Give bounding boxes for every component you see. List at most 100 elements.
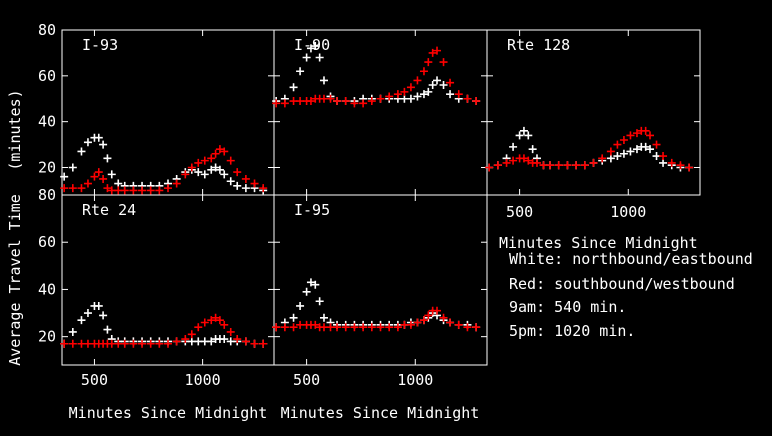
legend-red-line: Red: southbound/westbound <box>509 275 735 293</box>
data-point-northbound <box>619 149 628 158</box>
data-point-southbound <box>413 76 422 85</box>
data-point-southbound <box>155 339 164 348</box>
data-point-northbound <box>289 313 298 322</box>
data-point-northbound <box>296 67 305 76</box>
data-point-southbound <box>333 323 342 332</box>
data-point-southbound <box>341 323 350 332</box>
data-point-southbound <box>250 339 259 348</box>
x-tick-label: 1000 <box>610 203 646 221</box>
data-point-southbound <box>667 158 676 167</box>
data-point-southbound <box>259 184 268 193</box>
data-point-northbound <box>306 44 315 53</box>
data-point-northbound <box>315 297 324 306</box>
data-point-southbound <box>652 140 661 149</box>
data-point-southbound <box>632 129 641 138</box>
x-axis-label-middle: Minutes Since Midnight <box>281 404 480 422</box>
data-point-northbound <box>311 42 320 51</box>
data-point-northbound <box>439 81 448 89</box>
data-point-northbound <box>99 140 108 149</box>
data-point-southbound <box>289 323 298 332</box>
y-axis-label: Average Travel Time <box>6 194 24 366</box>
data-point-southbound <box>385 92 394 101</box>
data-point-southbound <box>433 306 442 315</box>
data-point-southbound <box>406 83 415 92</box>
data-point-southbound <box>546 161 555 170</box>
data-point-southbound <box>259 339 268 348</box>
data-point-northbound <box>632 145 641 154</box>
data-point-southbound <box>103 184 112 193</box>
data-point-southbound <box>226 156 235 165</box>
data-point-northbound <box>419 90 428 99</box>
data-point-southbound <box>99 174 108 183</box>
data-point-southbound <box>619 136 628 144</box>
data-point-northbound <box>103 325 112 334</box>
data-point-southbound <box>280 323 289 332</box>
data-point-southbound <box>194 158 203 167</box>
data-point-southbound <box>129 186 138 195</box>
data-point-northbound <box>519 126 528 135</box>
data-point-northbound <box>306 278 315 287</box>
data-point-northbound <box>626 147 635 156</box>
data-point-southbound <box>241 337 250 346</box>
data-point-northbound <box>424 87 433 96</box>
data-point-northbound <box>302 53 311 62</box>
data-point-southbound <box>385 323 394 332</box>
data-point-southbound <box>272 323 281 332</box>
data-point-southbound <box>359 323 368 332</box>
data-point-southbound <box>333 97 342 106</box>
data-point-southbound <box>524 156 533 165</box>
data-point-northbound <box>77 316 86 325</box>
data-point-northbound <box>68 327 77 336</box>
data-point-southbound <box>200 156 209 165</box>
data-point-northbound <box>413 92 422 101</box>
data-point-southbound <box>350 323 359 332</box>
data-point-southbound <box>519 154 528 163</box>
data-point-southbound <box>129 339 138 348</box>
data-point-southbound <box>211 313 220 322</box>
data-point-southbound <box>194 323 203 332</box>
data-point-northbound <box>77 147 86 156</box>
data-point-southbound <box>164 339 172 348</box>
data-point-northbound <box>315 53 324 62</box>
data-point-southbound <box>485 163 494 172</box>
data-point-northbound <box>99 311 108 320</box>
data-point-southbound <box>446 318 455 327</box>
data-point-southbound <box>613 140 622 149</box>
data-point-northbound <box>94 133 103 142</box>
x-axis-label-left: Minutes Since Midnight <box>69 404 268 422</box>
data-point-northbound <box>220 170 229 179</box>
data-point-southbound <box>83 179 92 188</box>
data-point-southbound <box>77 184 86 193</box>
data-point-northbound <box>200 170 209 179</box>
data-point-southbound <box>146 186 155 195</box>
data-point-southbound <box>685 163 694 172</box>
data-point-southbound <box>306 97 315 106</box>
data-point-northbound <box>659 158 668 167</box>
data-point-southbound <box>207 154 216 163</box>
data-point-northbound <box>302 287 311 296</box>
data-point-northbound <box>319 313 328 322</box>
data-point-northbound <box>319 76 328 85</box>
data-point-southbound <box>598 154 607 163</box>
data-point-northbound <box>83 309 92 318</box>
data-point-southbound <box>439 58 448 67</box>
data-point-southbound <box>641 126 650 135</box>
panel-title: I-93 <box>82 36 118 54</box>
data-point-northbound <box>207 165 216 174</box>
data-point-southbound <box>215 316 224 325</box>
data-point-southbound <box>589 158 598 167</box>
data-point-northbound <box>114 179 123 188</box>
data-point-southbound <box>439 313 448 322</box>
data-point-northbound <box>509 142 518 151</box>
data-point-southbound <box>233 335 242 344</box>
data-point-southbound <box>220 320 229 329</box>
data-point-northbound <box>220 335 229 344</box>
data-point-southbound <box>172 179 181 188</box>
data-point-northbound <box>215 165 224 174</box>
legend-title: Minutes Since Midnight <box>499 234 698 252</box>
data-point-southbound <box>138 339 147 348</box>
data-point-southbound <box>393 323 402 332</box>
data-point-northbound <box>641 142 650 151</box>
panel-frames <box>61 29 701 366</box>
data-point-southbound <box>646 131 655 140</box>
